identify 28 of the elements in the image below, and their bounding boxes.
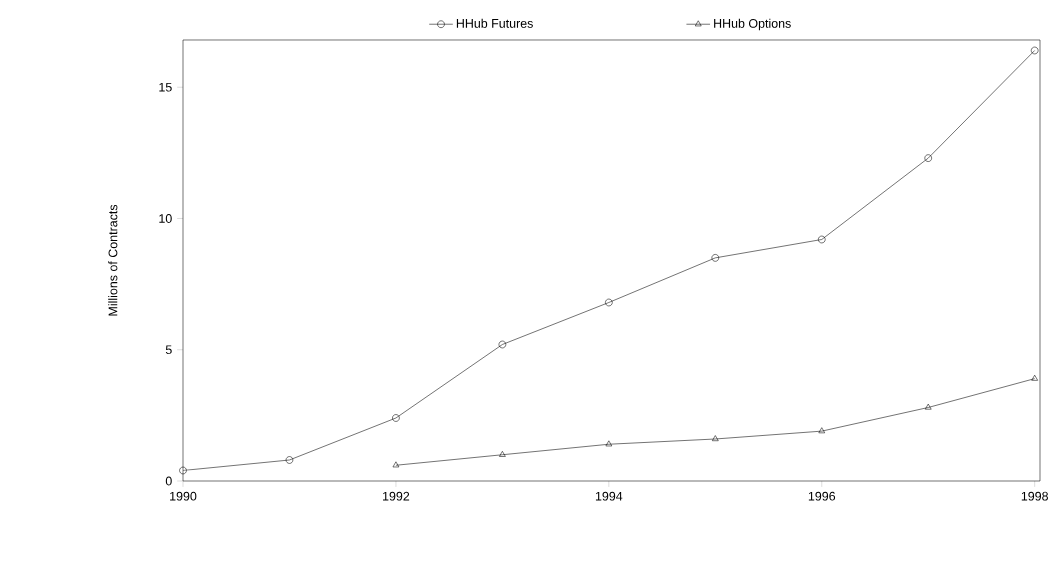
point [924, 154, 932, 162]
point [605, 440, 613, 447]
x-tick-label: 1998 [1021, 491, 1048, 501]
point [605, 298, 613, 307]
point [1030, 46, 1039, 55]
x-tick-label: 1996 [808, 491, 836, 501]
point [499, 451, 506, 457]
point [498, 340, 507, 349]
x-tick-label: 1994 [595, 491, 623, 501]
point [818, 235, 826, 244]
point [818, 427, 826, 434]
y-tick-label: 10 [159, 214, 172, 223]
point [392, 414, 400, 422]
x-tick-label: 1992 [383, 491, 410, 501]
x-tick-label: 1990 [170, 491, 197, 501]
legend-label: HHub Options [714, 18, 791, 31]
y-axis-title: Millions of Contracts [108, 204, 118, 316]
legend-label: HHub Futures [456, 18, 533, 28]
point [712, 435, 719, 442]
point [285, 456, 294, 464]
point [924, 403, 932, 410]
y-tick-label: 0 [165, 476, 172, 486]
y-tick-label: 15 [159, 82, 172, 92]
y-tick-label: 5 [165, 345, 172, 355]
point [1031, 374, 1038, 381]
point [711, 254, 720, 262]
point [179, 466, 187, 475]
point [392, 461, 400, 468]
